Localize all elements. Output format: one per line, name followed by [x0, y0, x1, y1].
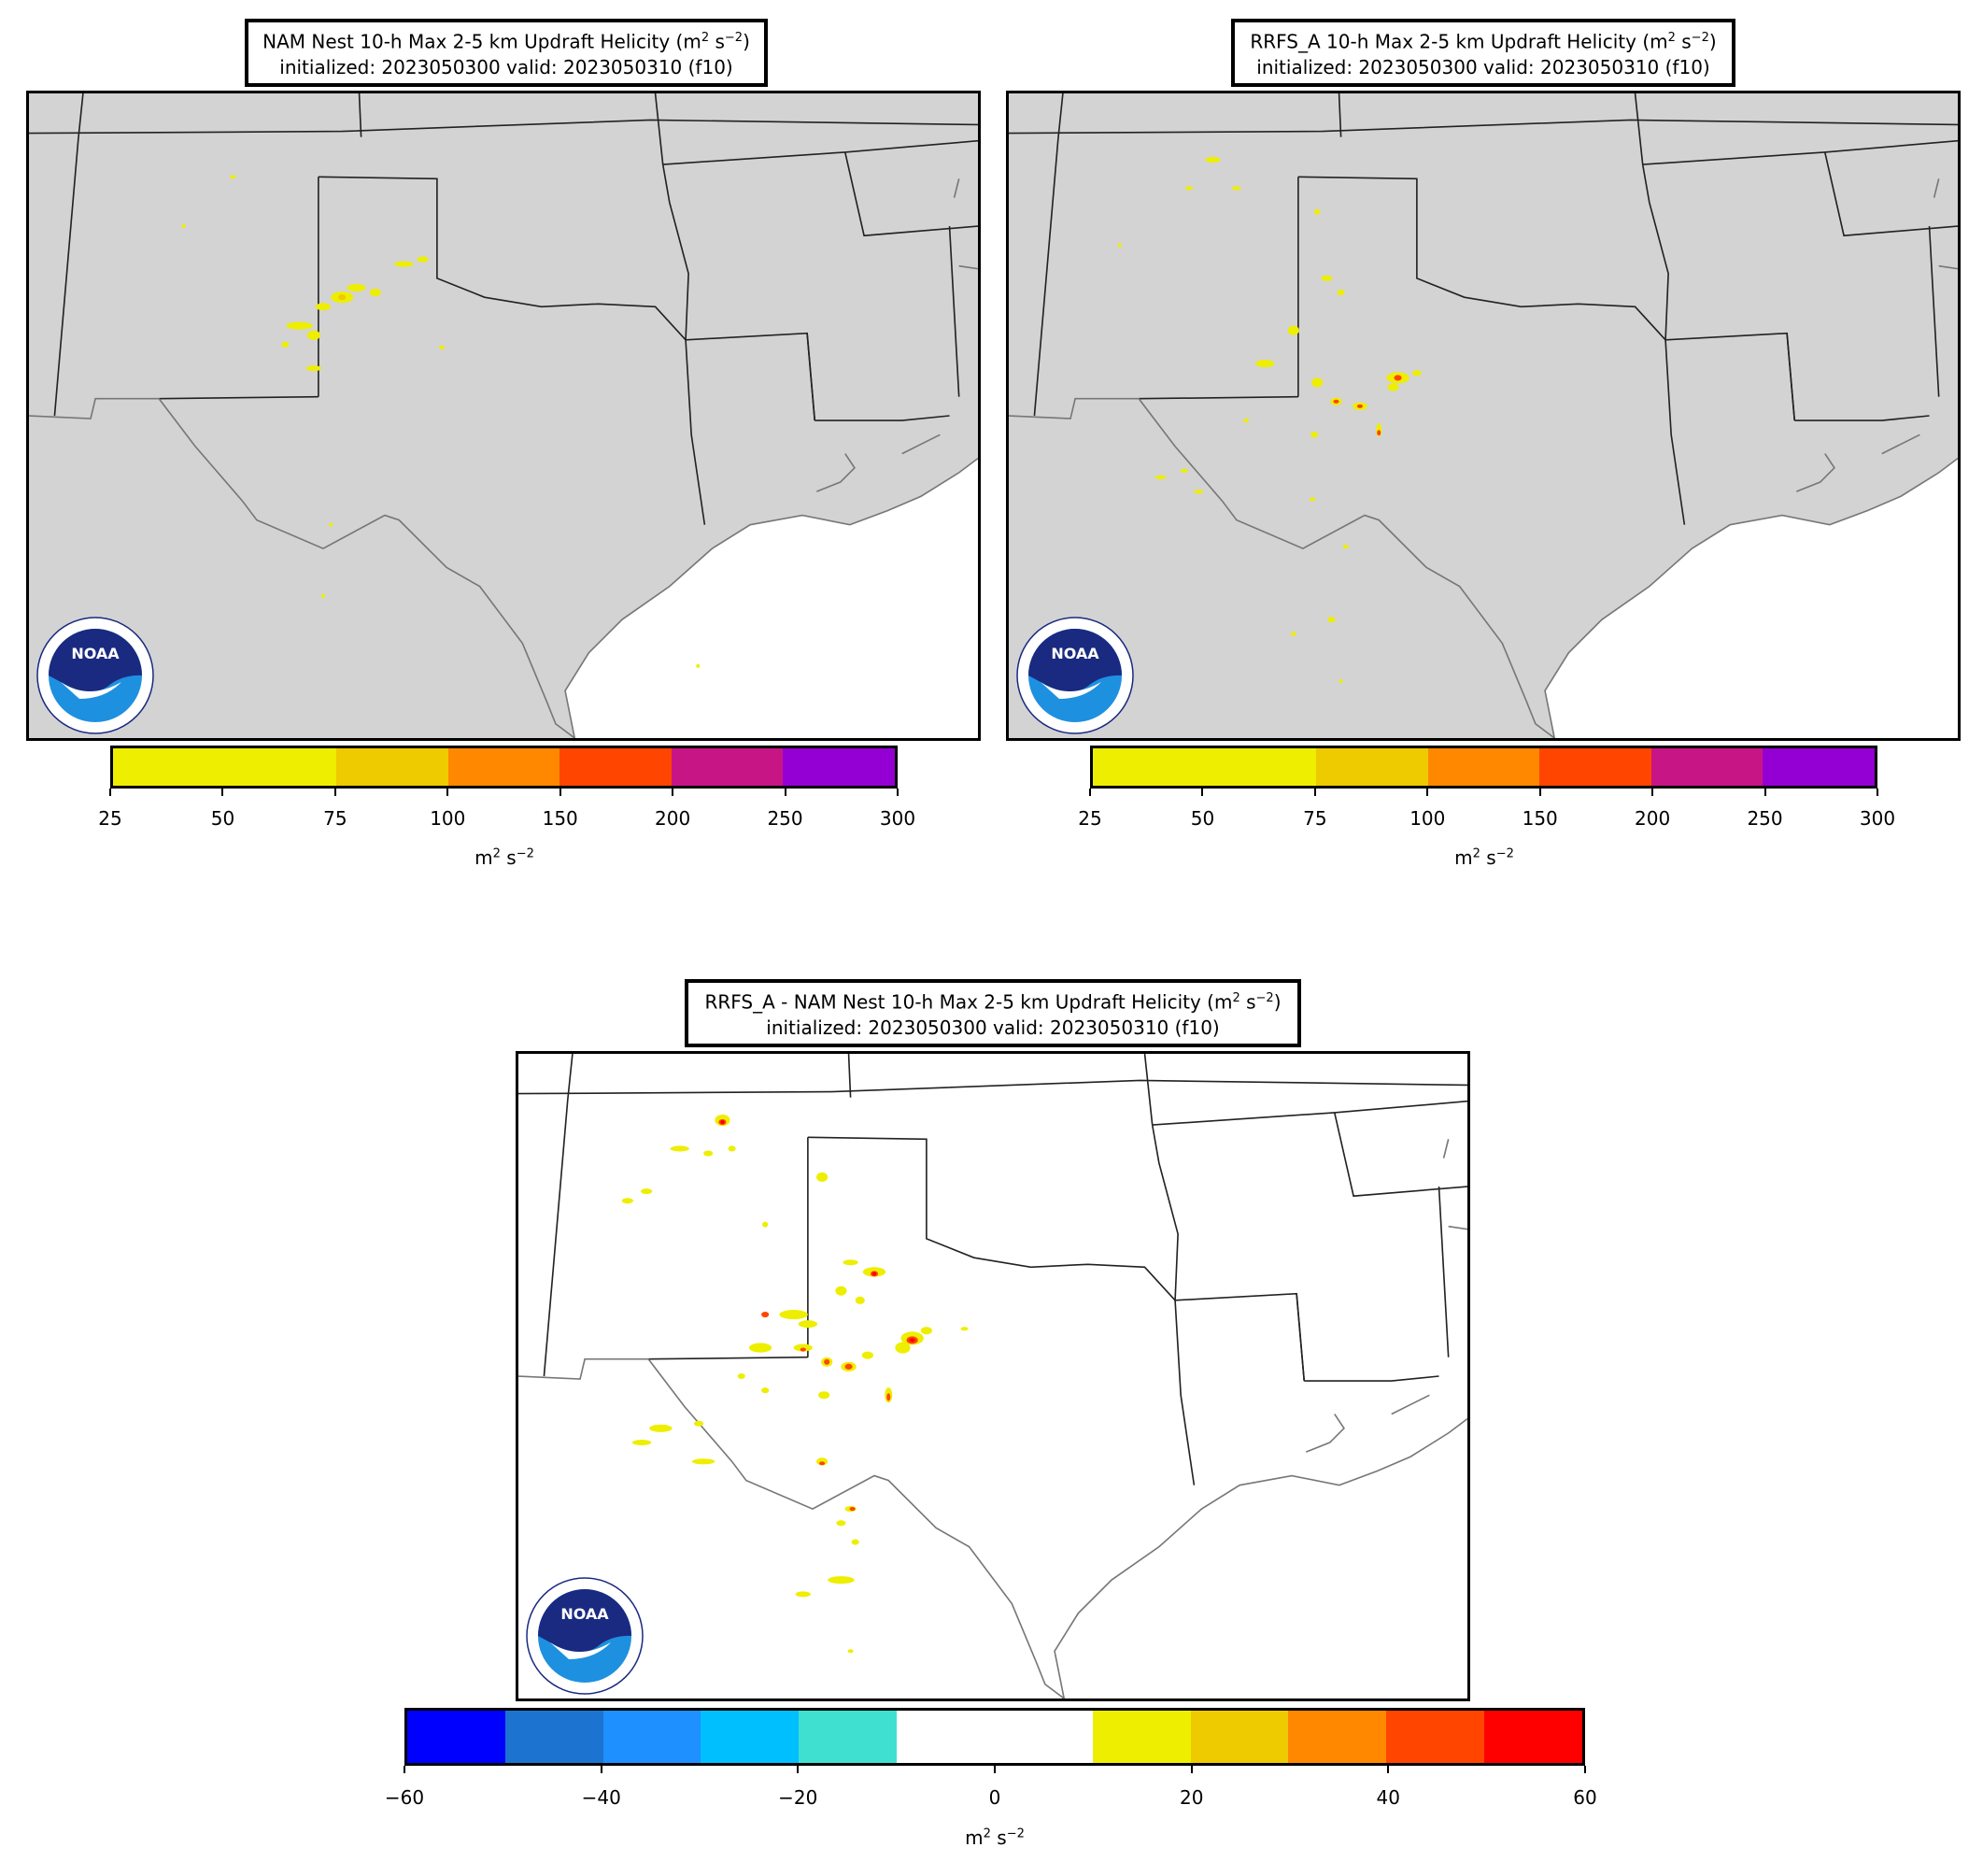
colorbar-ticks: 25 50 75 100 150 200 250 300	[1078, 789, 1895, 830]
panel-title: RRFS_A 10-h Max 2-5 km Updraft Helicity …	[1231, 19, 1735, 87]
svg-text:NOAA: NOAA	[560, 1605, 609, 1623]
colorbar-nam-nest	[110, 746, 898, 789]
colorbar-unit: m2 s−2	[475, 846, 534, 869]
colorbar-rrfs-a	[1090, 746, 1877, 789]
map-nam-nest: NOAA	[26, 91, 981, 741]
panel-title: NAM Nest 10-h Max 2-5 km Updraft Helicit…	[245, 19, 768, 87]
colorbar-unit: m2 s−2	[965, 1826, 1025, 1849]
panel-title: RRFS_A - NAM Nest 10-h Max 2-5 km Updraf…	[685, 979, 1301, 1047]
colorbar-unit: m2 s−2	[1454, 846, 1514, 869]
uh-contours	[1117, 156, 1422, 684]
map-rrfs-a: NOAA	[1006, 91, 1961, 741]
svg-text:NOAA: NOAA	[71, 645, 120, 662]
colorbar-difference	[404, 1708, 1585, 1766]
noaa-logo: NOAA	[526, 1577, 644, 1695]
noaa-logo: NOAA	[36, 617, 154, 734]
colorbar-ticks: −60 −40 −20 0 20 40 60	[385, 1766, 1597, 1809]
uh-difference-contours	[621, 1114, 969, 1654]
svg-text:NOAA: NOAA	[1051, 645, 1099, 662]
colorbar-ticks: 25 50 75 100 150 200 250 300	[98, 789, 915, 830]
map-difference: NOAA	[516, 1051, 1470, 1701]
noaa-logo: NOAA	[1016, 617, 1134, 734]
